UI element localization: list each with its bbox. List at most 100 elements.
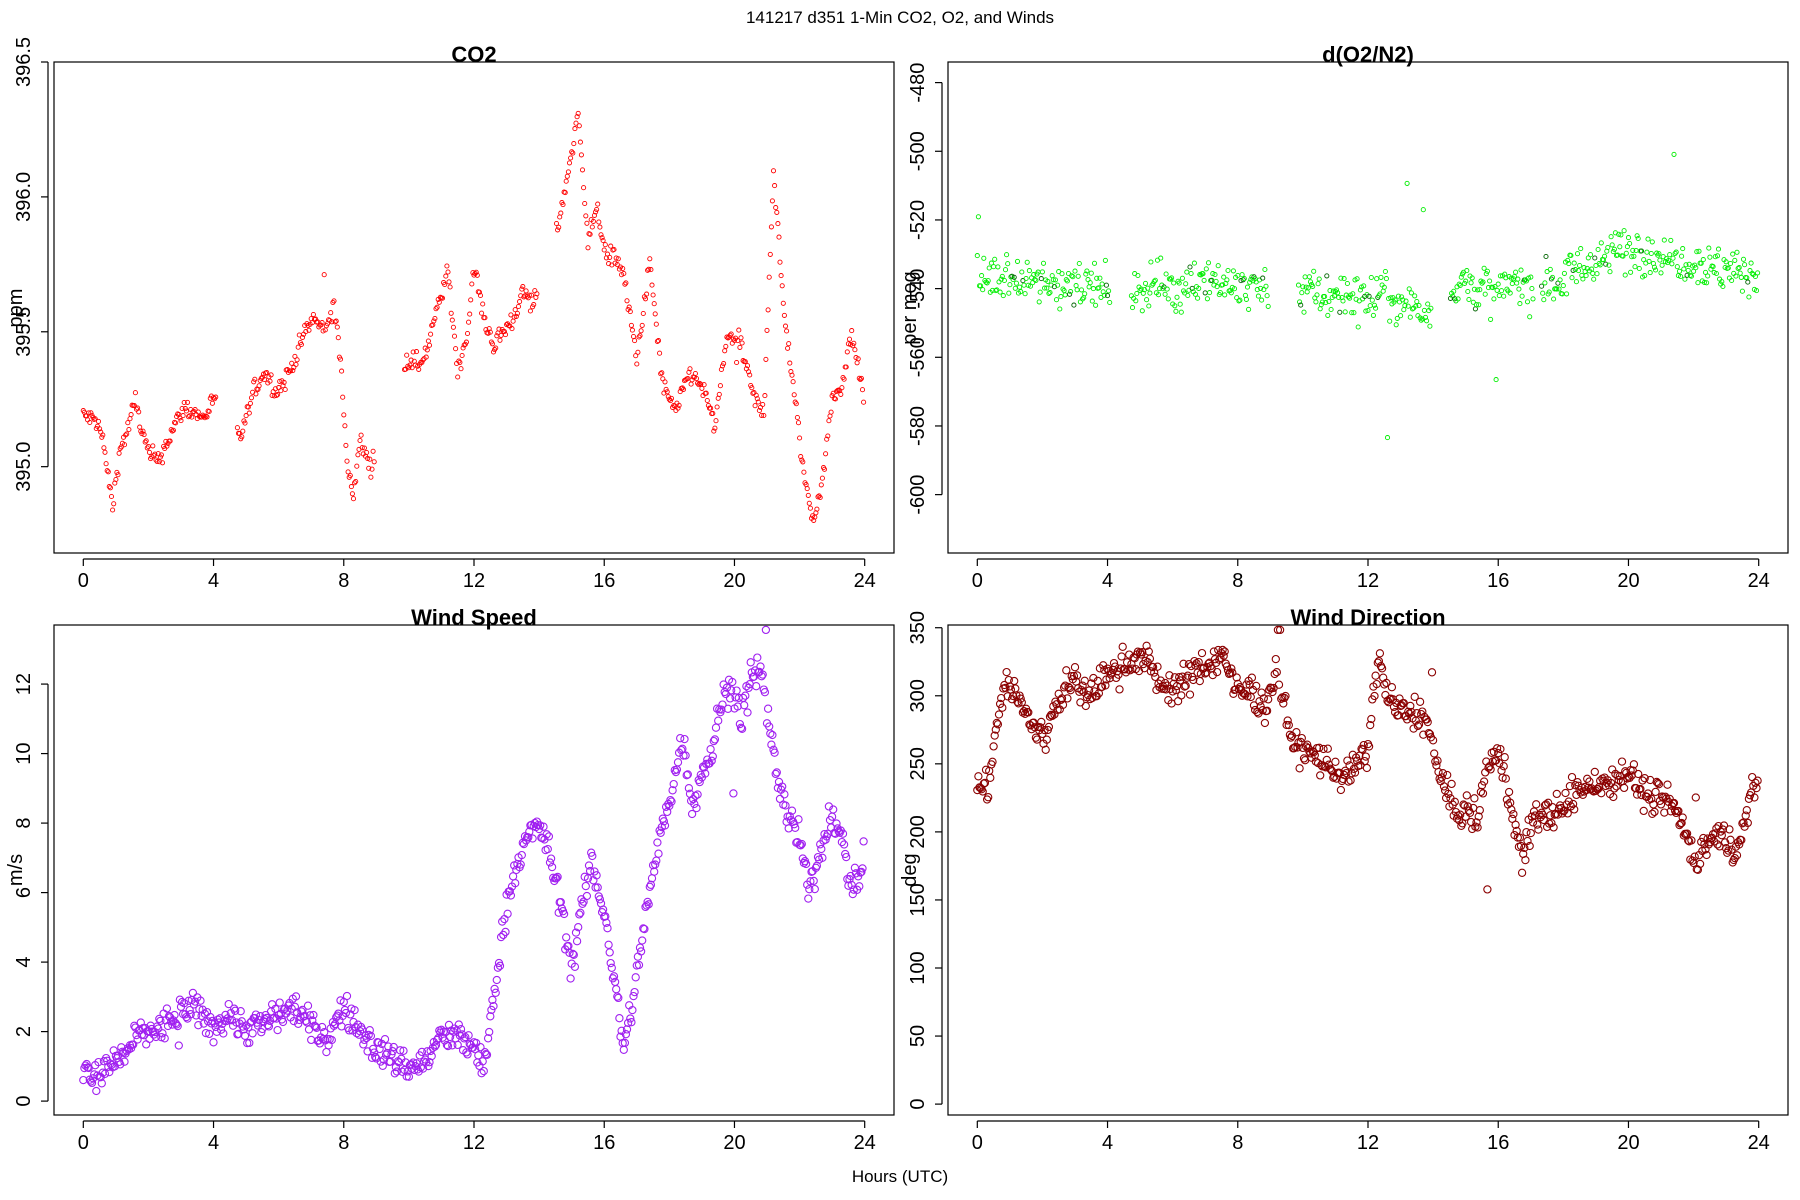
co2-data-point <box>770 168 777 174</box>
co2-data-point <box>406 365 412 371</box>
o2-data-point <box>1339 294 1345 301</box>
o2-data-point <box>1002 267 1009 273</box>
o2-data-point <box>1616 231 1622 237</box>
wdir-data-point <box>1252 681 1261 691</box>
o2-data-point <box>1058 294 1064 300</box>
wdir-data-point <box>1423 717 1432 727</box>
wspd-data-point <box>349 1017 358 1027</box>
co2-data-point <box>714 404 720 410</box>
wspd-data-point <box>92 1086 101 1096</box>
wspd-xtick-label: 0 <box>78 1132 89 1154</box>
o2-data-point <box>1165 296 1171 302</box>
o2-data-point <box>1204 296 1210 302</box>
wspd-data-point <box>303 1001 313 1010</box>
co2-data-point <box>261 376 268 383</box>
wspd-data-point <box>756 662 765 671</box>
co2-data-point <box>127 416 133 422</box>
co2-data-point <box>821 466 828 472</box>
wdir-data-point <box>1497 766 1506 775</box>
wdir-xtick-label: 20 <box>1617 1132 1639 1154</box>
wspd-data-point <box>154 1024 163 1033</box>
o2-data-point <box>1311 268 1317 274</box>
wspd-data-point <box>476 1043 485 1052</box>
co2-data-point <box>568 155 574 161</box>
wdir-data-point <box>1695 859 1705 869</box>
wdir-data-point <box>1141 656 1150 666</box>
co2-data-point <box>600 237 606 244</box>
wdir-data-point <box>1001 683 1010 693</box>
co2-data-point <box>92 416 98 422</box>
co2-data-point <box>852 347 858 353</box>
o2-data-point <box>1357 287 1363 293</box>
co2-data-point <box>432 315 438 322</box>
wdir-data-point <box>1672 808 1681 818</box>
figure-suptitle: 141217 d351 1-Min CO2, O2, and Winds <box>746 8 1054 27</box>
co2-data-point <box>246 410 252 416</box>
co2-data-point <box>100 432 106 438</box>
wdir-data-point <box>1657 792 1667 801</box>
wdir-data-point <box>1041 745 1050 754</box>
wdir-data-point <box>1675 820 1684 830</box>
co2-data-point <box>647 256 653 262</box>
o2-data-point <box>1587 252 1594 258</box>
wdir-data-point <box>1544 798 1553 807</box>
wspd-data-point <box>129 1040 138 1049</box>
wspd-data-point <box>389 1042 398 1052</box>
o2-data-point <box>991 264 997 270</box>
wdir-data-point <box>1078 681 1087 690</box>
o2-data-point <box>1566 261 1572 267</box>
o2-data-point <box>1674 264 1680 270</box>
o2-data-point <box>1301 309 1307 315</box>
co2-data-point <box>630 333 637 340</box>
co2-data-point <box>569 149 575 155</box>
wdir-data-point <box>1691 793 1700 802</box>
wspd-data-point <box>855 882 864 891</box>
co2-data-point <box>655 338 662 344</box>
o2-data-point <box>1185 292 1191 299</box>
o2-data-point <box>1147 290 1153 296</box>
o2-data-point <box>1748 260 1754 266</box>
wdir-data-point <box>1428 736 1438 745</box>
wdir-data-point <box>1218 645 1227 655</box>
o2-data-point <box>1012 285 1018 291</box>
co2-data-point <box>565 169 571 175</box>
wdir-data-point <box>1342 768 1351 778</box>
wdir-data-point <box>1430 749 1439 758</box>
co2-data-point <box>708 405 714 411</box>
co2-data-point <box>556 224 562 230</box>
o2-data-point <box>1032 276 1038 283</box>
wspd-data-point <box>450 1024 459 1033</box>
co2-data-point <box>473 269 479 275</box>
o2-data-point <box>1070 274 1076 280</box>
co2-data-point <box>416 366 422 372</box>
wdir-data-point <box>1008 691 1018 701</box>
o2-data-point <box>1099 281 1105 287</box>
wdir-data-point <box>1126 666 1135 675</box>
co2-data-point <box>298 341 304 348</box>
wspd-data-point <box>858 864 867 873</box>
wdir-data-point <box>1647 794 1656 803</box>
wdir-data-point <box>1573 778 1582 787</box>
wspd-data-point <box>609 972 619 981</box>
co2-data-point <box>210 395 217 401</box>
o2-data-point <box>1333 287 1340 293</box>
wdir-data-point <box>1185 690 1195 699</box>
co2-data-point <box>663 386 669 392</box>
wspd-data-point <box>575 910 584 919</box>
wspd-data-point <box>784 824 793 833</box>
o2-data-point <box>1059 271 1065 277</box>
co2-data-point <box>282 386 288 393</box>
co2-data-point <box>292 353 298 359</box>
wdir-data-point <box>1279 699 1288 708</box>
co2-data-point <box>736 327 742 333</box>
co2-data-point <box>419 359 425 366</box>
co2-data-point <box>811 517 817 523</box>
o2-data-point <box>1023 275 1029 282</box>
co2-data-point <box>239 434 245 440</box>
o2-data-point <box>1694 249 1700 255</box>
co2-data-point <box>520 284 526 290</box>
co2-data-point <box>91 416 97 423</box>
co2-data-point <box>137 424 143 430</box>
co2-data-point <box>659 370 665 376</box>
wspd-data-point <box>572 937 582 946</box>
